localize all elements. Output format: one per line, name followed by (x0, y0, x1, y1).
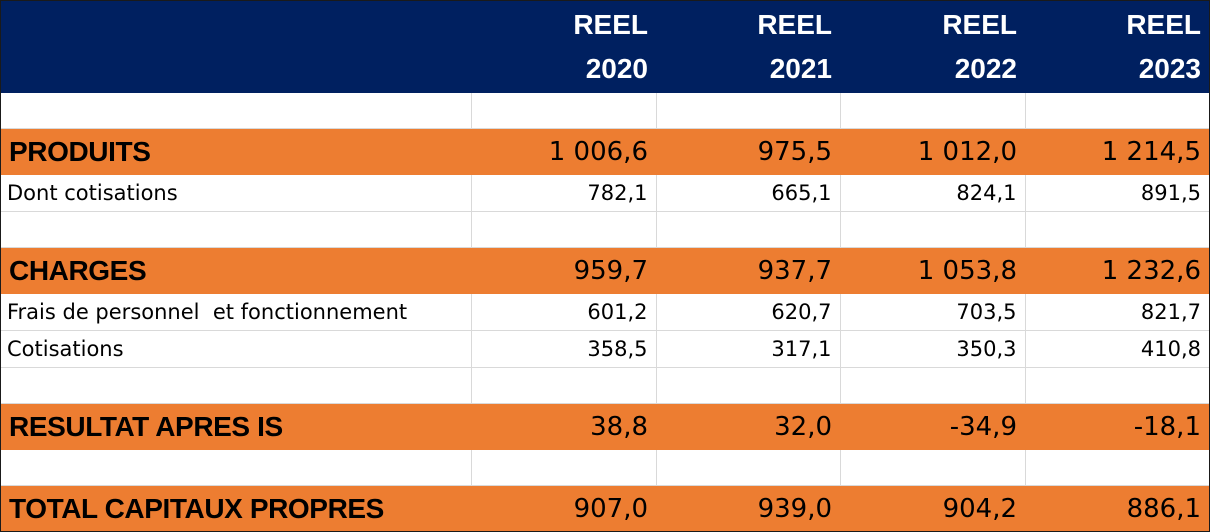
header-cell-2023: REEL 2023 (1025, 1, 1209, 93)
header-cell-2022: REEL 2022 (840, 1, 1025, 93)
row-label: RESULTAT APRES IS (1, 403, 471, 450)
value-2021: 937,7 (656, 247, 840, 294)
value-2023: 410,8 (1025, 330, 1209, 368)
header-label-cell (1, 1, 471, 93)
value-2022: -34,9 (840, 403, 1025, 450)
value-2022: 824,1 (840, 175, 1026, 212)
row-capitaux-propres: TOTAL CAPITAUX PROPRES 907,0 939,0 904,2… (1, 485, 1209, 531)
value-2022: 350,3 (840, 330, 1026, 368)
value-2020: 782,1 (471, 175, 657, 212)
header-line1: REEL (1126, 9, 1201, 40)
value-2022: 1 012,0 (840, 128, 1025, 175)
blank-row (1, 211, 1209, 248)
value-2023: 886,1 (1025, 485, 1209, 531)
row-label: Frais de personnel et fonctionnement (1, 294, 472, 331)
row-resultat: RESULTAT APRES IS 38,8 32,0 -34,9 -18,1 (1, 403, 1209, 450)
value-2022: 904,2 (840, 485, 1025, 531)
row-label: Dont cotisations (1, 175, 472, 212)
value-2021: 665,1 (656, 175, 841, 212)
value-2020: 1 006,6 (471, 128, 656, 175)
header-year: 2020 (585, 53, 648, 84)
row-label: TOTAL CAPITAUX PROPRES (1, 485, 471, 531)
header-year: 2023 (1138, 53, 1201, 84)
value-2023: 1 214,5 (1025, 128, 1209, 175)
value-2020: 601,2 (471, 294, 657, 331)
header-year: 2022 (954, 53, 1017, 84)
value-2023: -18,1 (1025, 403, 1209, 450)
header-line1: REEL (942, 9, 1017, 40)
value-2021: 32,0 (656, 403, 840, 450)
value-2020: 38,8 (471, 403, 656, 450)
value-2020: 959,7 (471, 247, 656, 294)
value-2023: 821,7 (1025, 294, 1209, 331)
value-2021: 620,7 (656, 294, 841, 331)
row-label: PRODUITS (1, 128, 471, 175)
row-charges: CHARGES 959,7 937,7 1 053,8 1 232,6 (1, 247, 1209, 294)
row-produits: PRODUITS 1 006,6 975,5 1 012,0 1 214,5 (1, 128, 1209, 175)
header-row: REEL 2020 REEL 2021 REEL 2022 REEL 2023 (1, 1, 1209, 93)
row-dont-cotisations: Dont cotisations 782,1 665,1 824,1 891,5 (1, 175, 1209, 212)
value-2023: 1 232,6 (1025, 247, 1209, 294)
header-year: 2021 (769, 53, 832, 84)
blank-row (1, 367, 1209, 404)
value-2021: 939,0 (656, 485, 840, 531)
row-label: Cotisations (1, 330, 472, 368)
row-cotisations: Cotisations 358,5 317,1 350,3 410,8 (1, 330, 1209, 368)
blank-row (1, 93, 1209, 129)
blank-row (1, 450, 1209, 486)
value-2023: 891,5 (1025, 175, 1209, 212)
row-frais-personnel: Frais de personnel et fonctionnement 601… (1, 294, 1209, 331)
row-label: CHARGES (1, 247, 471, 294)
value-2020: 907,0 (471, 485, 656, 531)
header-cell-2020: REEL 2020 (471, 1, 656, 93)
header-cell-2021: REEL 2021 (656, 1, 840, 93)
header-line1: REEL (757, 9, 832, 40)
value-2022: 1 053,8 (840, 247, 1025, 294)
value-2021: 317,1 (656, 330, 841, 368)
value-2021: 975,5 (656, 128, 840, 175)
value-2022: 703,5 (840, 294, 1026, 331)
value-2020: 358,5 (471, 330, 657, 368)
header-line1: REEL (573, 9, 648, 40)
